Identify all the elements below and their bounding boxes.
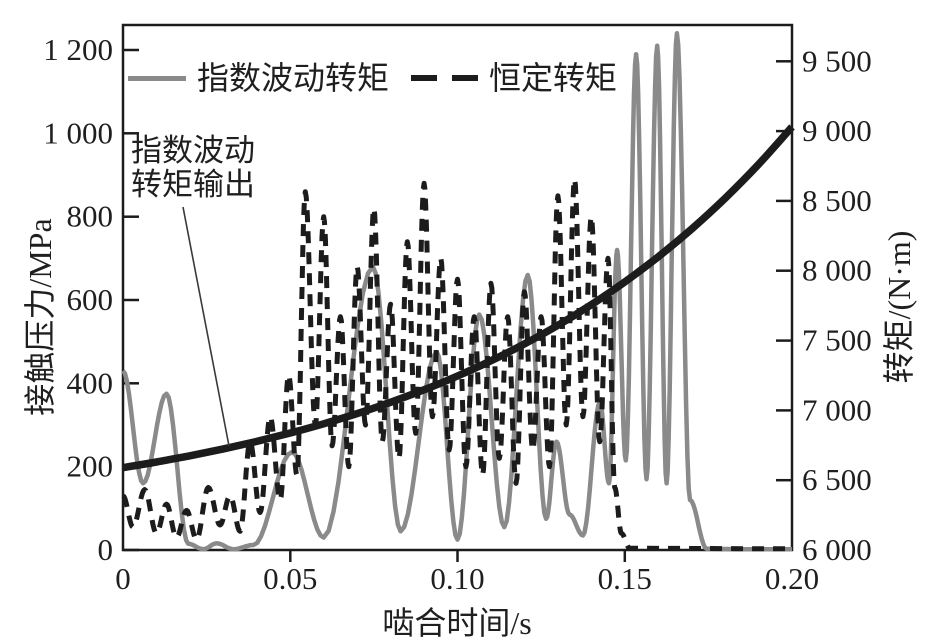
x-tick-label: 0.05 [263,561,317,596]
y-left-tick-label: 1 200 [43,32,113,67]
y-left-tick-label: 600 [67,282,114,317]
x-tick-label: 0 [115,561,131,596]
legend-dash-segment [452,75,479,81]
x-tick-label: 0.10 [430,561,484,596]
y-left-tick-label: 800 [67,199,114,234]
annotation-torque-output: 指数波动 转矩输出 [131,134,255,202]
y-left-tick-label: 400 [67,365,114,400]
y-right-tick-label: 7 000 [802,392,872,427]
y-axis-left-title: 接触压力/MPa [22,218,58,416]
y-left-tick-label: 200 [67,449,114,484]
legend-label-fluctuating-torque: 指数波动转矩 [197,60,390,96]
chart-legend: 指数波动转矩 恒定转矩 [128,60,617,96]
x-tick-label: 0.15 [598,561,652,596]
x-tick-label: 0.20 [765,561,819,596]
legend-dashed-line-swatch [411,75,479,81]
y-right-tick-label: 9 500 [802,43,872,78]
y-right-tick-label: 6 500 [802,462,872,497]
legend-dash-segment [411,75,438,81]
y-axis-right-title: 转矩/(N·m) [881,230,917,384]
x-axis-title: 啮合时间/s [382,605,532,638]
series-curve-0 [121,31,792,552]
plot-frame [121,23,794,552]
y-right-tick-label: 9 000 [802,113,872,148]
annotation-line-2: 转矩输出 [131,167,255,202]
series-curve-1 [121,176,793,552]
y-right-tick-label: 6 000 [802,532,872,567]
y-left-tick-label: 1 000 [43,115,113,150]
annotation-leader-line [182,206,230,447]
series-curve-2 [122,124,795,472]
legend-solid-line-swatch [128,75,186,81]
y-right-tick-label: 8 000 [802,253,872,288]
y-right-tick-label: 8 500 [802,183,872,218]
annotation-line-1: 指数波动 [131,133,255,168]
y-left-tick-label: 0 [98,532,114,567]
y-right-tick-label: 7 500 [802,323,872,358]
legend-label-constant-torque: 恒定转矩 [489,60,618,96]
